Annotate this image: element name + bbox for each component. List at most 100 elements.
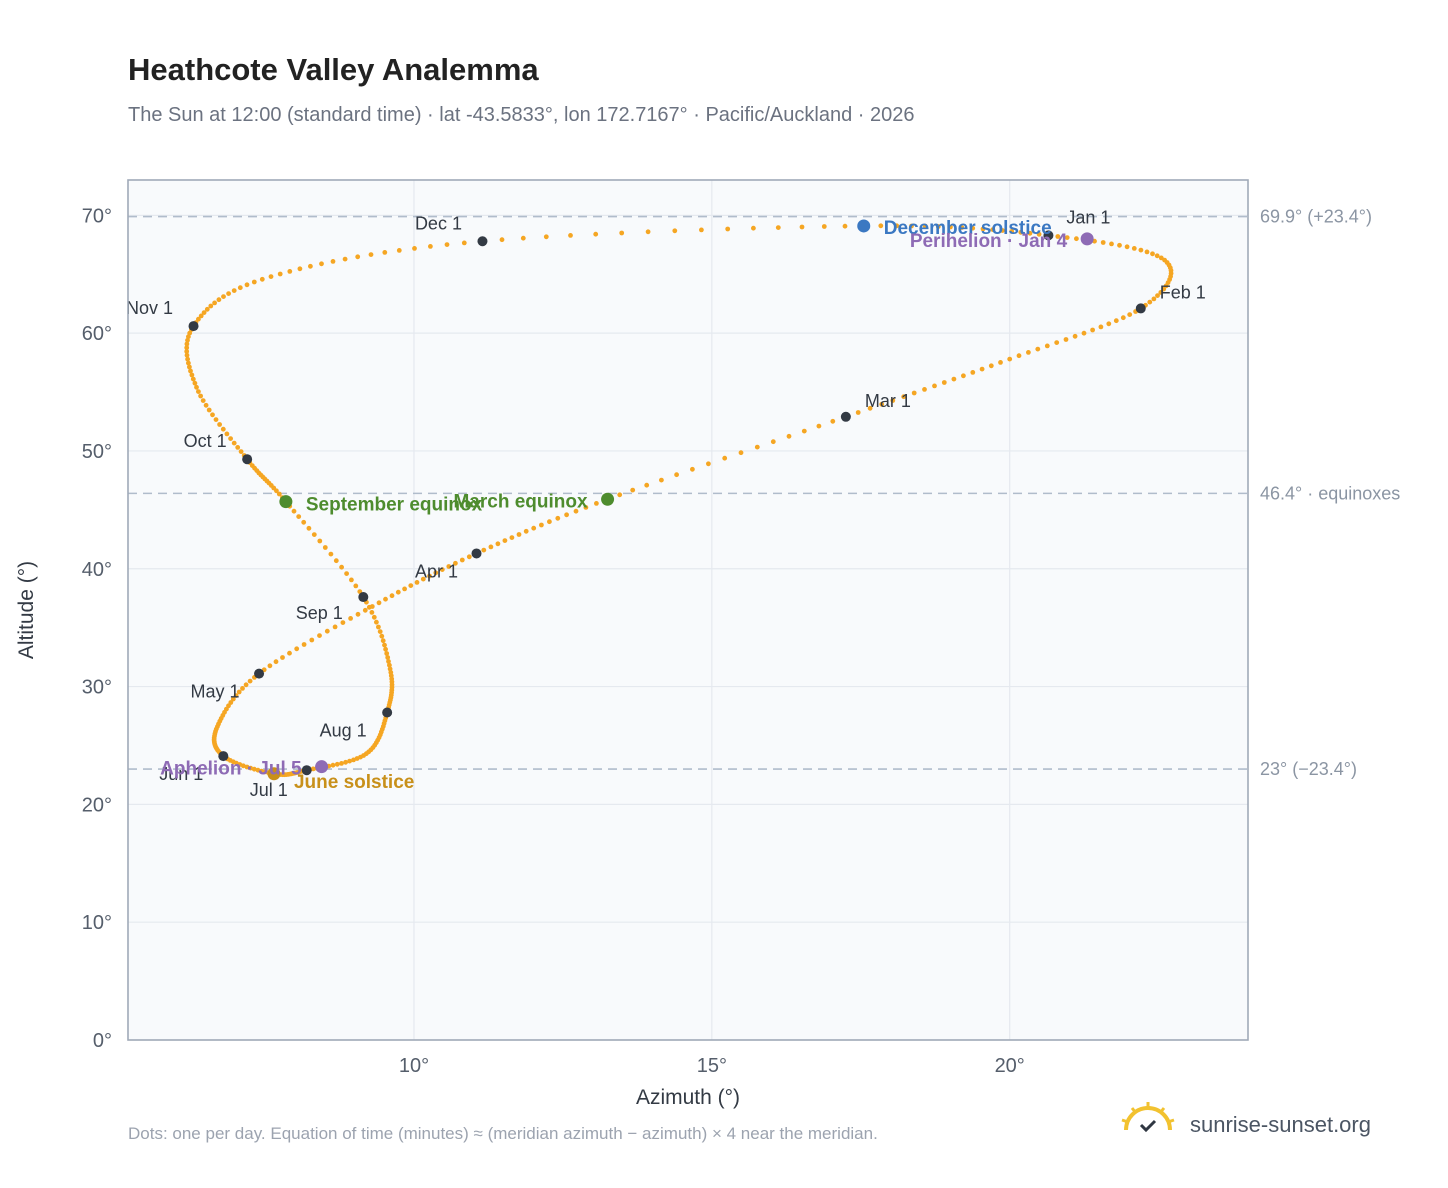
daily-dot	[573, 508, 579, 514]
daily-dot	[220, 426, 226, 432]
daily-dot	[237, 285, 243, 291]
daily-dot	[330, 259, 336, 264]
daily-dot	[1072, 333, 1078, 339]
daily-dot	[351, 757, 356, 763]
daily-dot	[959, 225, 965, 230]
daily-dot	[644, 482, 650, 488]
daily-dot	[439, 567, 445, 572]
daily-dot	[189, 372, 195, 378]
daily-dot	[583, 505, 589, 510]
daily-dot	[444, 242, 450, 248]
daily-dot	[481, 547, 487, 553]
daily-dot	[200, 398, 206, 403]
daily-dot	[520, 235, 526, 241]
daily-dot	[1120, 315, 1126, 321]
daily-dot	[842, 223, 848, 229]
daily-dot	[247, 678, 253, 684]
daily-dot	[509, 535, 515, 540]
daily-dot	[192, 380, 198, 386]
daily-dot	[961, 373, 966, 379]
daily-dot	[294, 646, 300, 652]
daily-dot	[970, 370, 976, 375]
daily-dot	[1054, 340, 1060, 345]
daily-dot	[1109, 241, 1114, 247]
daily-dot	[217, 422, 223, 427]
daily-dot	[196, 316, 201, 322]
y-tick-label: 20°	[82, 794, 112, 816]
daily-dot	[523, 528, 529, 534]
daily-dot	[376, 600, 382, 606]
daily-dot	[1147, 299, 1153, 305]
daily-dot	[990, 227, 996, 233]
event-label: September equinox	[306, 495, 483, 516]
daily-dot	[187, 364, 192, 370]
daily-dot	[970, 225, 976, 231]
daily-dot	[362, 607, 368, 613]
daily-dot	[206, 407, 212, 413]
month-marker	[382, 707, 393, 718]
daily-dot	[1009, 229, 1015, 234]
daily-dot	[317, 633, 322, 638]
daily-dot	[799, 224, 805, 230]
daily-dot	[543, 234, 549, 240]
daily-dot	[495, 541, 501, 547]
daily-dot	[1035, 346, 1041, 352]
daily-dot	[376, 624, 381, 630]
daily-dot	[235, 445, 241, 450]
daily-dot	[539, 522, 544, 528]
daily-dot	[380, 638, 386, 644]
daily-dot	[231, 288, 237, 293]
month-label: Sep 1	[296, 603, 343, 623]
daily-dot	[988, 363, 994, 369]
reference-line-label: 23° (−23.4°)	[1260, 759, 1357, 779]
daily-dot	[309, 637, 315, 643]
daily-dot	[412, 246, 417, 251]
month-label: Jun 1	[159, 764, 203, 784]
daily-dot	[389, 593, 395, 599]
month-marker	[358, 592, 369, 603]
daily-dot	[369, 610, 375, 615]
daily-dot	[855, 410, 861, 415]
daily-dot	[267, 663, 273, 669]
daily-dot	[319, 261, 324, 267]
y-tick-label: 30°	[82, 677, 112, 699]
daily-dot	[499, 237, 505, 243]
daily-dot	[306, 525, 312, 531]
daily-dot	[645, 229, 651, 235]
daily-dot	[251, 766, 257, 772]
brand-name[interactable]: sunrise-sunset.org	[1190, 1112, 1371, 1137]
daily-dot	[459, 557, 465, 563]
daily-dot	[867, 405, 873, 411]
month-label: Oct 1	[184, 431, 227, 451]
daily-dot	[353, 583, 359, 589]
y-axis-label: Altitude (°)	[15, 561, 38, 659]
daily-dot	[231, 440, 237, 446]
daily-dot	[414, 580, 420, 585]
daily-dot	[547, 519, 552, 525]
daily-dot	[770, 439, 776, 445]
daily-dot	[821, 224, 827, 229]
daily-dot	[1007, 356, 1013, 362]
y-tick-label: 40°	[82, 559, 112, 581]
event-marker	[857, 219, 871, 233]
daily-dot	[251, 279, 257, 285]
y-tick-label: 60°	[82, 323, 112, 345]
daily-dot	[273, 659, 279, 665]
daily-dot	[228, 436, 234, 441]
daily-dot	[1000, 228, 1005, 233]
brand[interactable]: sunrise-sunset.org	[1120, 1100, 1410, 1152]
daily-dot	[488, 544, 494, 550]
daily-dot	[816, 423, 822, 429]
daily-dot	[201, 310, 207, 315]
event-label: Perihelion · Jan 4	[910, 231, 1068, 252]
month-marker	[477, 236, 488, 247]
daily-dot	[427, 573, 432, 579]
daily-dot	[911, 390, 917, 396]
daily-dot	[1138, 247, 1144, 253]
daily-dot	[879, 401, 885, 407]
month-label: May 1	[191, 682, 240, 702]
daily-dot	[502, 538, 508, 543]
daily-dot	[332, 624, 338, 630]
daily-dot	[531, 525, 537, 531]
